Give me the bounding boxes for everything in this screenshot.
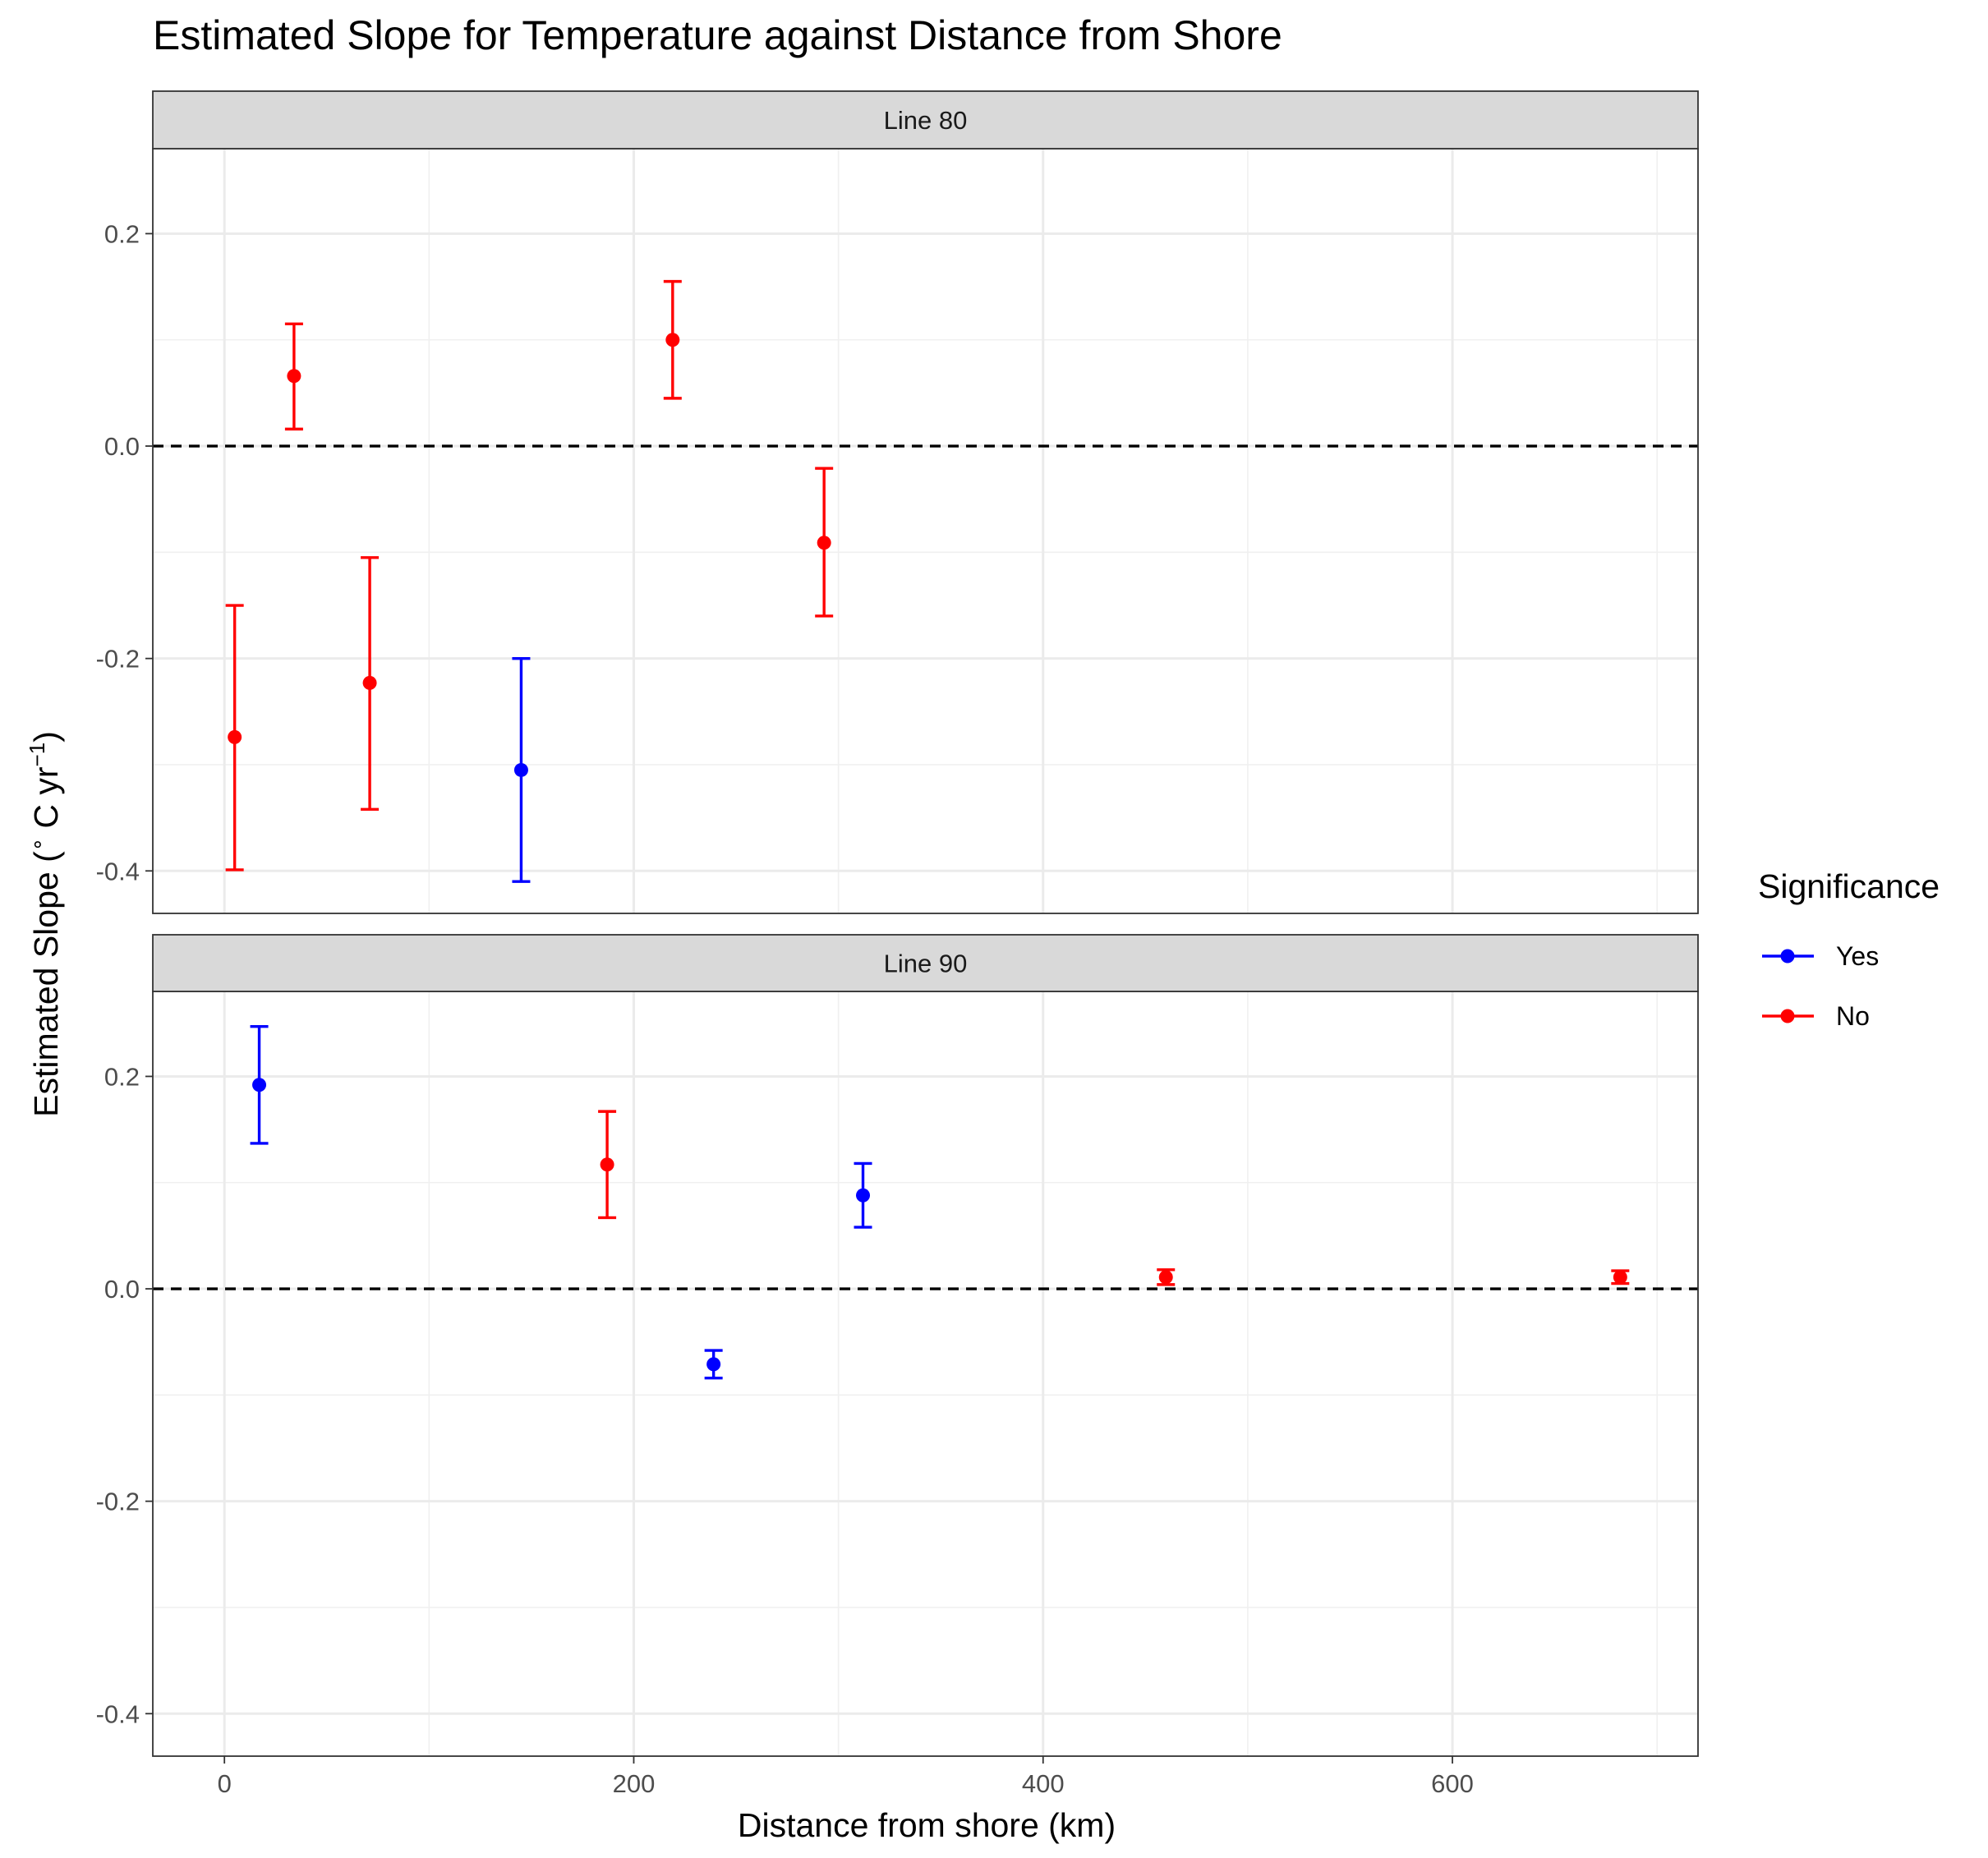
y-axis-title-part: ) xyxy=(27,731,65,743)
legend-label: Yes xyxy=(1836,941,1879,971)
chart-title: Estimated Slope for Temperature against … xyxy=(153,12,1282,58)
legend: Significance Yes No xyxy=(1758,867,1940,1031)
y-tick-label: 0.2 xyxy=(104,1062,140,1091)
data-point xyxy=(856,1188,871,1203)
data-point-group xyxy=(1157,1268,1176,1286)
data-point xyxy=(287,369,301,384)
legend-key-point xyxy=(1780,1009,1795,1023)
data-point xyxy=(817,536,831,550)
data-point-group xyxy=(1611,1269,1630,1285)
data-point xyxy=(1158,1270,1173,1285)
data-point xyxy=(513,762,528,777)
y-tick-label: -0.4 xyxy=(96,1699,140,1728)
facet-strip-label: Line 80 xyxy=(884,106,968,135)
facet-strip xyxy=(152,90,1699,149)
x-tick-label: 0 xyxy=(218,1769,232,1798)
y-axis-title: Estimated Slope (∘ C yr−1) xyxy=(25,731,65,1117)
y-axis-title-superscript: −1 xyxy=(25,743,49,767)
legend-label: No xyxy=(1836,1001,1870,1031)
y-tick-label: 0.0 xyxy=(104,1275,140,1304)
y-tick-label: 0.0 xyxy=(104,432,140,461)
y-tick-label: 0.2 xyxy=(104,219,140,248)
data-point-group xyxy=(361,556,380,811)
data-point-group xyxy=(512,656,531,883)
y-tick-label: -0.2 xyxy=(96,1488,140,1516)
legend-item-yes: Yes xyxy=(1762,941,1879,971)
y-tick-label: -0.4 xyxy=(96,857,140,885)
legend-item-no: No xyxy=(1762,1001,1870,1031)
data-point xyxy=(252,1078,267,1092)
facet-panel-0: Line 80 -0.4 -0.2 0.0 0.2 xyxy=(96,90,1699,914)
facet-panel-1: Line 90 -0.4 -0.2 0.0 0.2 0 200 400 600 xyxy=(96,934,1699,1798)
x-axis-title: Distance from shore (km) xyxy=(738,1806,1116,1844)
data-point-group xyxy=(663,279,682,400)
data-point xyxy=(665,333,680,347)
facet-strip-label: Line 90 xyxy=(884,950,968,978)
y-axis-title-text: Estimated Slope (∘ C yr−1) xyxy=(25,731,65,1117)
data-point xyxy=(228,729,242,744)
data-point-group xyxy=(284,322,303,431)
y-axis-title-degree: ∘ xyxy=(25,838,49,851)
data-point-group xyxy=(854,1161,872,1229)
x-tick-label: 200 xyxy=(613,1769,656,1798)
legend-key-point xyxy=(1780,949,1795,963)
data-point xyxy=(362,675,377,690)
facet-panels: Line 80 -0.4 -0.2 0.0 0.2 Line 90 -0.4 -0.2 0.0 0… xyxy=(96,90,1699,1798)
legend-title: Significance xyxy=(1758,867,1940,905)
data-point xyxy=(1613,1270,1627,1285)
data-point xyxy=(706,1357,721,1372)
data-point-group xyxy=(225,604,244,872)
y-axis-title-part: C yr xyxy=(27,766,65,838)
panel-background xyxy=(153,991,1698,1756)
data-point-group xyxy=(250,1024,269,1145)
data-point xyxy=(600,1157,614,1172)
y-axis-title-part: Estimated Slope ( xyxy=(27,851,65,1117)
x-tick-label: 600 xyxy=(1431,1769,1474,1798)
panel-background xyxy=(153,149,1698,913)
facet-strip xyxy=(152,934,1699,992)
x-tick-label: 400 xyxy=(1022,1769,1065,1798)
data-point-group xyxy=(704,1349,723,1380)
data-point-group xyxy=(598,1110,617,1220)
data-point-group xyxy=(815,467,834,618)
y-tick-label: -0.2 xyxy=(96,645,140,674)
